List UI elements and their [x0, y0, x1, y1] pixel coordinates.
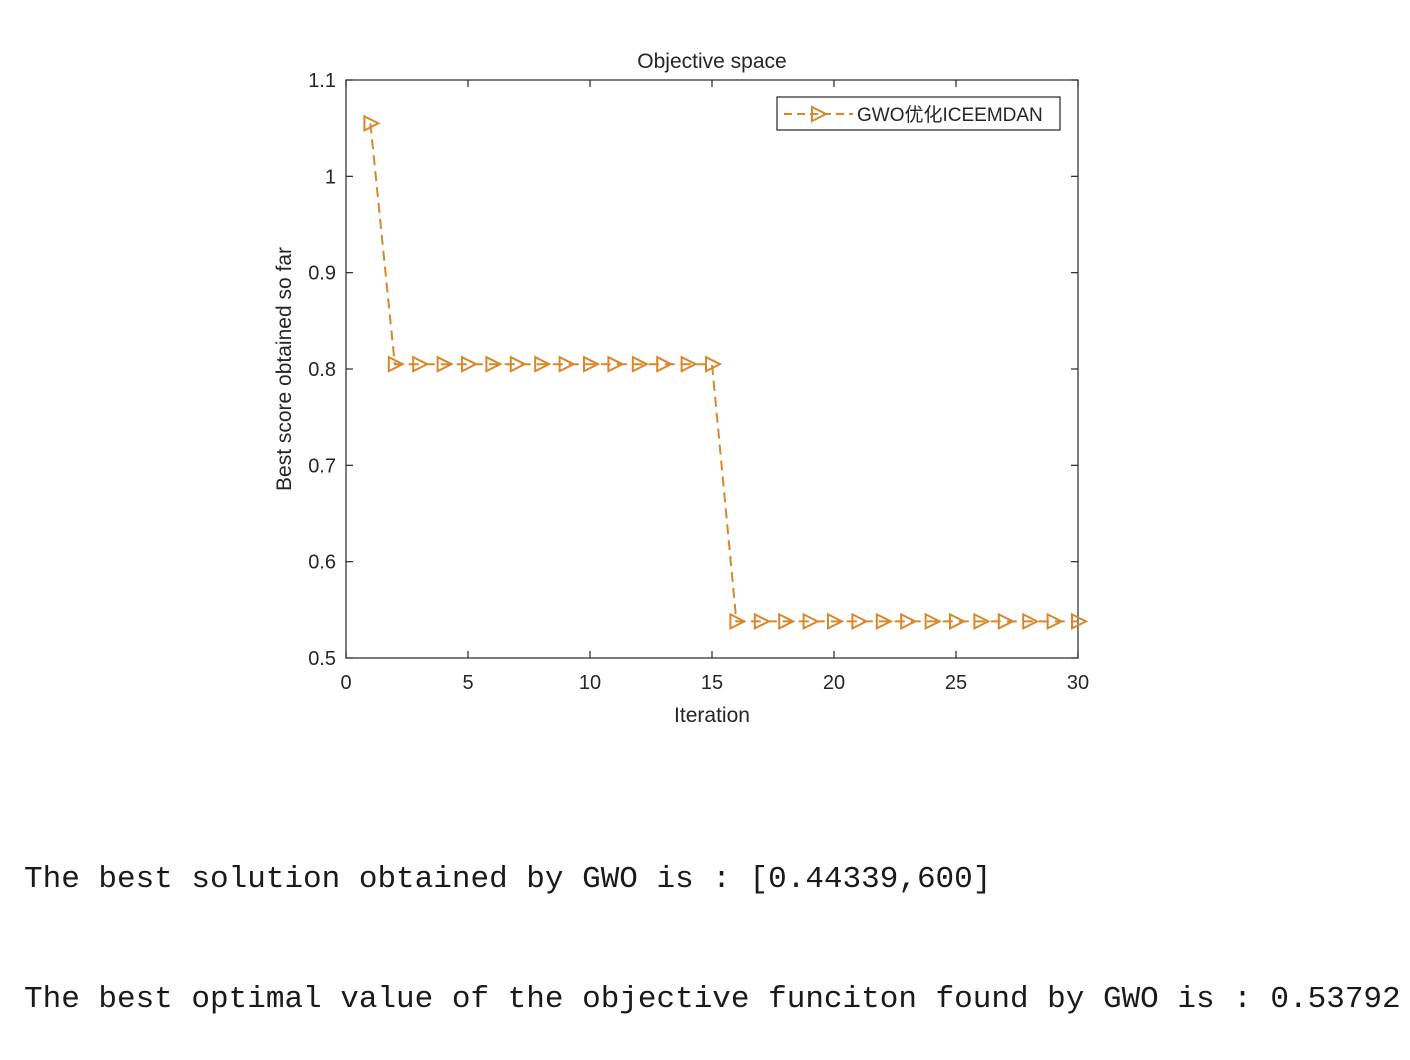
- y-tick-label: 0.6: [308, 552, 336, 574]
- x-tick-label: 10: [579, 672, 601, 694]
- data-point-marker: [363, 114, 381, 132]
- data-point-marker: [509, 355, 528, 373]
- data-point-marker: [1022, 612, 1040, 631]
- data-point-marker: [729, 612, 747, 631]
- legend-marker: [811, 105, 829, 123]
- x-tick-label: 15: [701, 672, 723, 694]
- data-point-marker: [875, 612, 894, 631]
- y-tick-label: 0.5: [308, 648, 336, 670]
- y-tick-label: 0.8: [308, 359, 336, 381]
- data-point-marker: [680, 355, 698, 373]
- data-point-marker: [778, 612, 796, 631]
- x-tick-label: 25: [945, 672, 967, 694]
- data-point-marker: [436, 355, 454, 373]
- x-tick-label: 0: [340, 672, 351, 694]
- console-output: The best solution obtained by GWO is : […: [24, 780, 1401, 1060]
- data-point-marker: [900, 612, 918, 631]
- data-point-marker: [387, 355, 406, 373]
- data-point-marker: [558, 355, 576, 373]
- data-point-marker: [1046, 612, 1064, 631]
- series-line: [369, 123, 1078, 623]
- data-point-marker: [461, 355, 479, 373]
- data-point-marker: [656, 355, 674, 373]
- axis-ticks: 0 5 10 15 20 25 30 0.5 0.6 0.7 0.8 0.9 1 1.1: [308, 70, 1089, 694]
- chart: Objective space Iteration Best score obt…: [273, 50, 1089, 727]
- console-line-solution: The best solution obtained by GWO is : […: [24, 862, 992, 897]
- legend-label: GWO优化ICEEMDAN: [857, 104, 1043, 126]
- data-point-marker: [802, 612, 820, 631]
- series-group: [363, 114, 1089, 631]
- chart-title: Objective space: [637, 50, 786, 73]
- data-point-marker: [949, 612, 967, 631]
- data-point-marker: [705, 355, 723, 373]
- data-point-marker: [631, 355, 650, 373]
- data-point-marker: [583, 355, 601, 373]
- data-point-marker: [997, 612, 1016, 631]
- data-point-marker: [827, 612, 845, 631]
- data-point-marker: [485, 355, 503, 373]
- console-line-optimal-value: The best optimal value of the objective …: [24, 982, 1401, 1017]
- y-tick-label: 0.7: [308, 455, 336, 477]
- y-axis-label: Best score obtained so far: [273, 247, 296, 491]
- x-axis-label: Iteration: [674, 704, 750, 727]
- data-point-marker: [973, 612, 991, 631]
- x-tick-label: 20: [823, 672, 845, 694]
- data-point-marker: [607, 355, 625, 373]
- y-tick-label: 1.1: [308, 70, 336, 92]
- data-point-marker: [753, 612, 772, 631]
- data-point-marker: [924, 612, 942, 631]
- data-point-marker: [851, 612, 869, 631]
- y-tick-label: 1: [325, 166, 336, 188]
- legend: GWO优化ICEEMDAN: [776, 96, 1061, 131]
- x-tick-label: 5: [462, 672, 473, 694]
- y-tick-label: 0.9: [308, 263, 336, 285]
- data-point-marker: [412, 355, 430, 373]
- x-tick-label: 30: [1067, 672, 1089, 694]
- data-point-marker: [534, 355, 552, 373]
- data-point-marker: [1071, 612, 1089, 631]
